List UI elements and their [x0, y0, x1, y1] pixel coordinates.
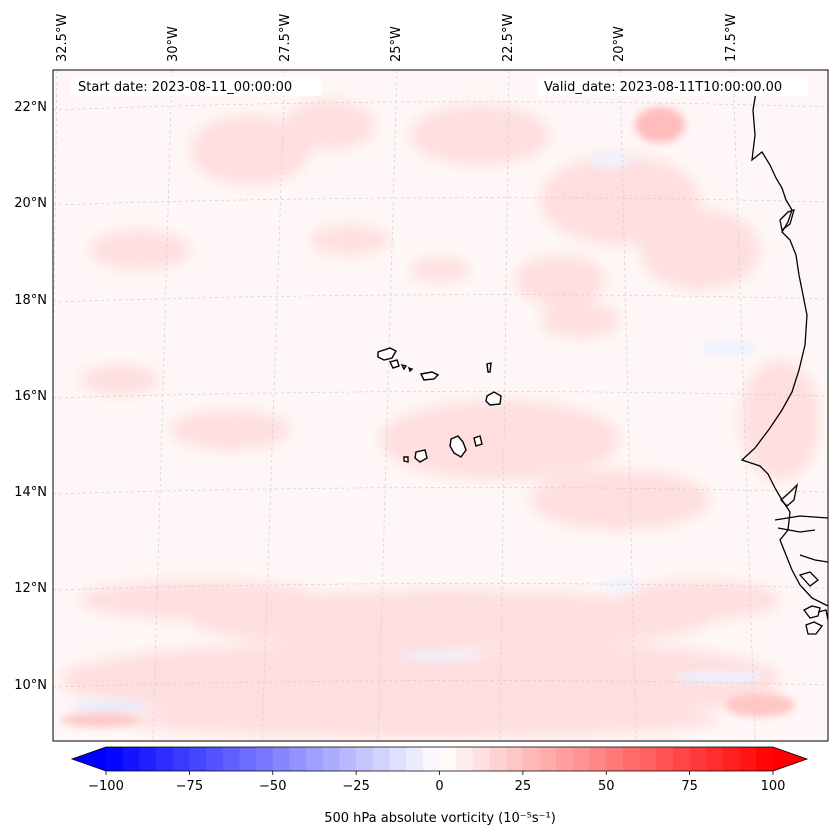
colorbar-min-extension [72, 747, 106, 771]
colorbar-label: 500 hPa absolute vorticity (10⁻⁵s⁻¹) [324, 811, 556, 826]
colorbar-tick-label: 50 [598, 779, 615, 794]
colorbar-cell [639, 747, 657, 771]
colorbar-cell [372, 747, 390, 771]
colorbar-cell [489, 747, 507, 771]
gridlines [53, 70, 828, 741]
colorbar-cell [689, 747, 707, 771]
colorbar-cell [739, 747, 757, 771]
colorbar-cell [239, 747, 257, 771]
colorbar-cell [206, 747, 224, 771]
west-africa-coastline [740, 85, 828, 635]
colorbar-cell [706, 747, 724, 771]
colorbar-cell [589, 747, 607, 771]
colorbar-cell [406, 747, 424, 771]
lat-label-12n: 12°N [14, 581, 47, 596]
map-panel[interactable]: Start date: 2023-08-11_00:00:00 Valid_da… [48, 69, 829, 742]
lat-label-10n: 10°N [14, 678, 47, 693]
valid-date-box [538, 77, 808, 96]
colorbar-cell [189, 747, 207, 771]
lon-label-32-5w: 32.5°W [55, 14, 70, 62]
lat-label-18n: 18°N [14, 293, 47, 308]
colorbar-max-extension [773, 747, 807, 771]
colorbar-cell [456, 747, 474, 771]
lat-label-16n: 16°N [14, 389, 47, 404]
colorbar-tick-label: 25 [515, 779, 532, 794]
colorbar-cell [322, 747, 340, 771]
colorbar-cell [439, 747, 457, 771]
colorbar-tick-label: 100 [761, 779, 786, 794]
colorbar-cell [556, 747, 574, 771]
colorbar-cell [272, 747, 290, 771]
colorbar-tick-label: −25 [342, 779, 369, 794]
colorbar-cell [572, 747, 590, 771]
lon-label-22-5w: 22.5°W [501, 14, 516, 62]
lon-label-25w: 25°W [389, 26, 404, 62]
longitude-labels: 32.5°W 30°W 27.5°W 25°W 22.5°W 20°W 17.5… [55, 14, 739, 62]
colorbar-cell [356, 747, 374, 771]
colorbar-tick-label: −75 [176, 779, 203, 794]
colorbar-cell [222, 747, 240, 771]
colorbar-cell [306, 747, 324, 771]
colorbar-ticks: −100 −75 −50 −25 0 25 50 75 100 [88, 771, 785, 794]
lon-label-20w: 20°W [612, 26, 627, 62]
colorbar: −100 −75 −50 −25 0 25 50 75 100 500 hPa absolute… [70, 746, 809, 826]
colorbar-cell [122, 747, 140, 771]
lat-label-20n: 20°N [14, 196, 47, 211]
colorbar-cell [139, 747, 157, 771]
colorbar-cell [472, 747, 490, 771]
colorbar-cell [506, 747, 524, 771]
lon-label-30w: 30°W [166, 26, 181, 62]
colorbar-tick-label: 75 [681, 779, 698, 794]
colorbar-cells [106, 747, 774, 771]
colorbar-cell [422, 747, 440, 771]
colorbar-cell [156, 747, 174, 771]
map-frame [52, 69, 829, 742]
colorbar-cell [522, 747, 540, 771]
lat-label-14n: 14°N [14, 485, 47, 500]
colorbar-cell [606, 747, 624, 771]
colorbar-tick-label: −50 [259, 779, 286, 794]
colorbar-cell [289, 747, 307, 771]
colorbar-cell [656, 747, 674, 771]
cape-verde-islands [377, 347, 502, 463]
colorbar-cell [389, 747, 407, 771]
colorbar-cell [722, 747, 741, 771]
start-date-box [71, 77, 321, 96]
colorbar-cell [339, 747, 357, 771]
lon-label-17-5w: 17.5°W [724, 14, 739, 62]
colorbar-cell [106, 747, 124, 771]
start-date-label: Start date: 2023-08-11_00:00:00 [78, 80, 292, 95]
colorbar-cell [172, 747, 190, 771]
colorbar-tick-label: −100 [88, 779, 124, 794]
colorbar-cell [756, 747, 774, 771]
colorbar-cell [256, 747, 274, 771]
colorbar-tick-label: 0 [435, 779, 443, 794]
valid-date-label: Valid_date: 2023-08-11T10:00:00.00 [544, 80, 782, 95]
vorticity-field [60, 100, 820, 738]
colorbar-cell [622, 747, 640, 771]
lat-label-22n: 22°N [14, 100, 47, 115]
colorbar-cell [539, 747, 557, 771]
colorbar-cell [672, 747, 691, 771]
lon-label-27-5w: 27.5°W [278, 14, 293, 62]
latitude-labels: 22°N 20°N 18°N 16°N 14°N 12°N 10°N [14, 100, 47, 693]
